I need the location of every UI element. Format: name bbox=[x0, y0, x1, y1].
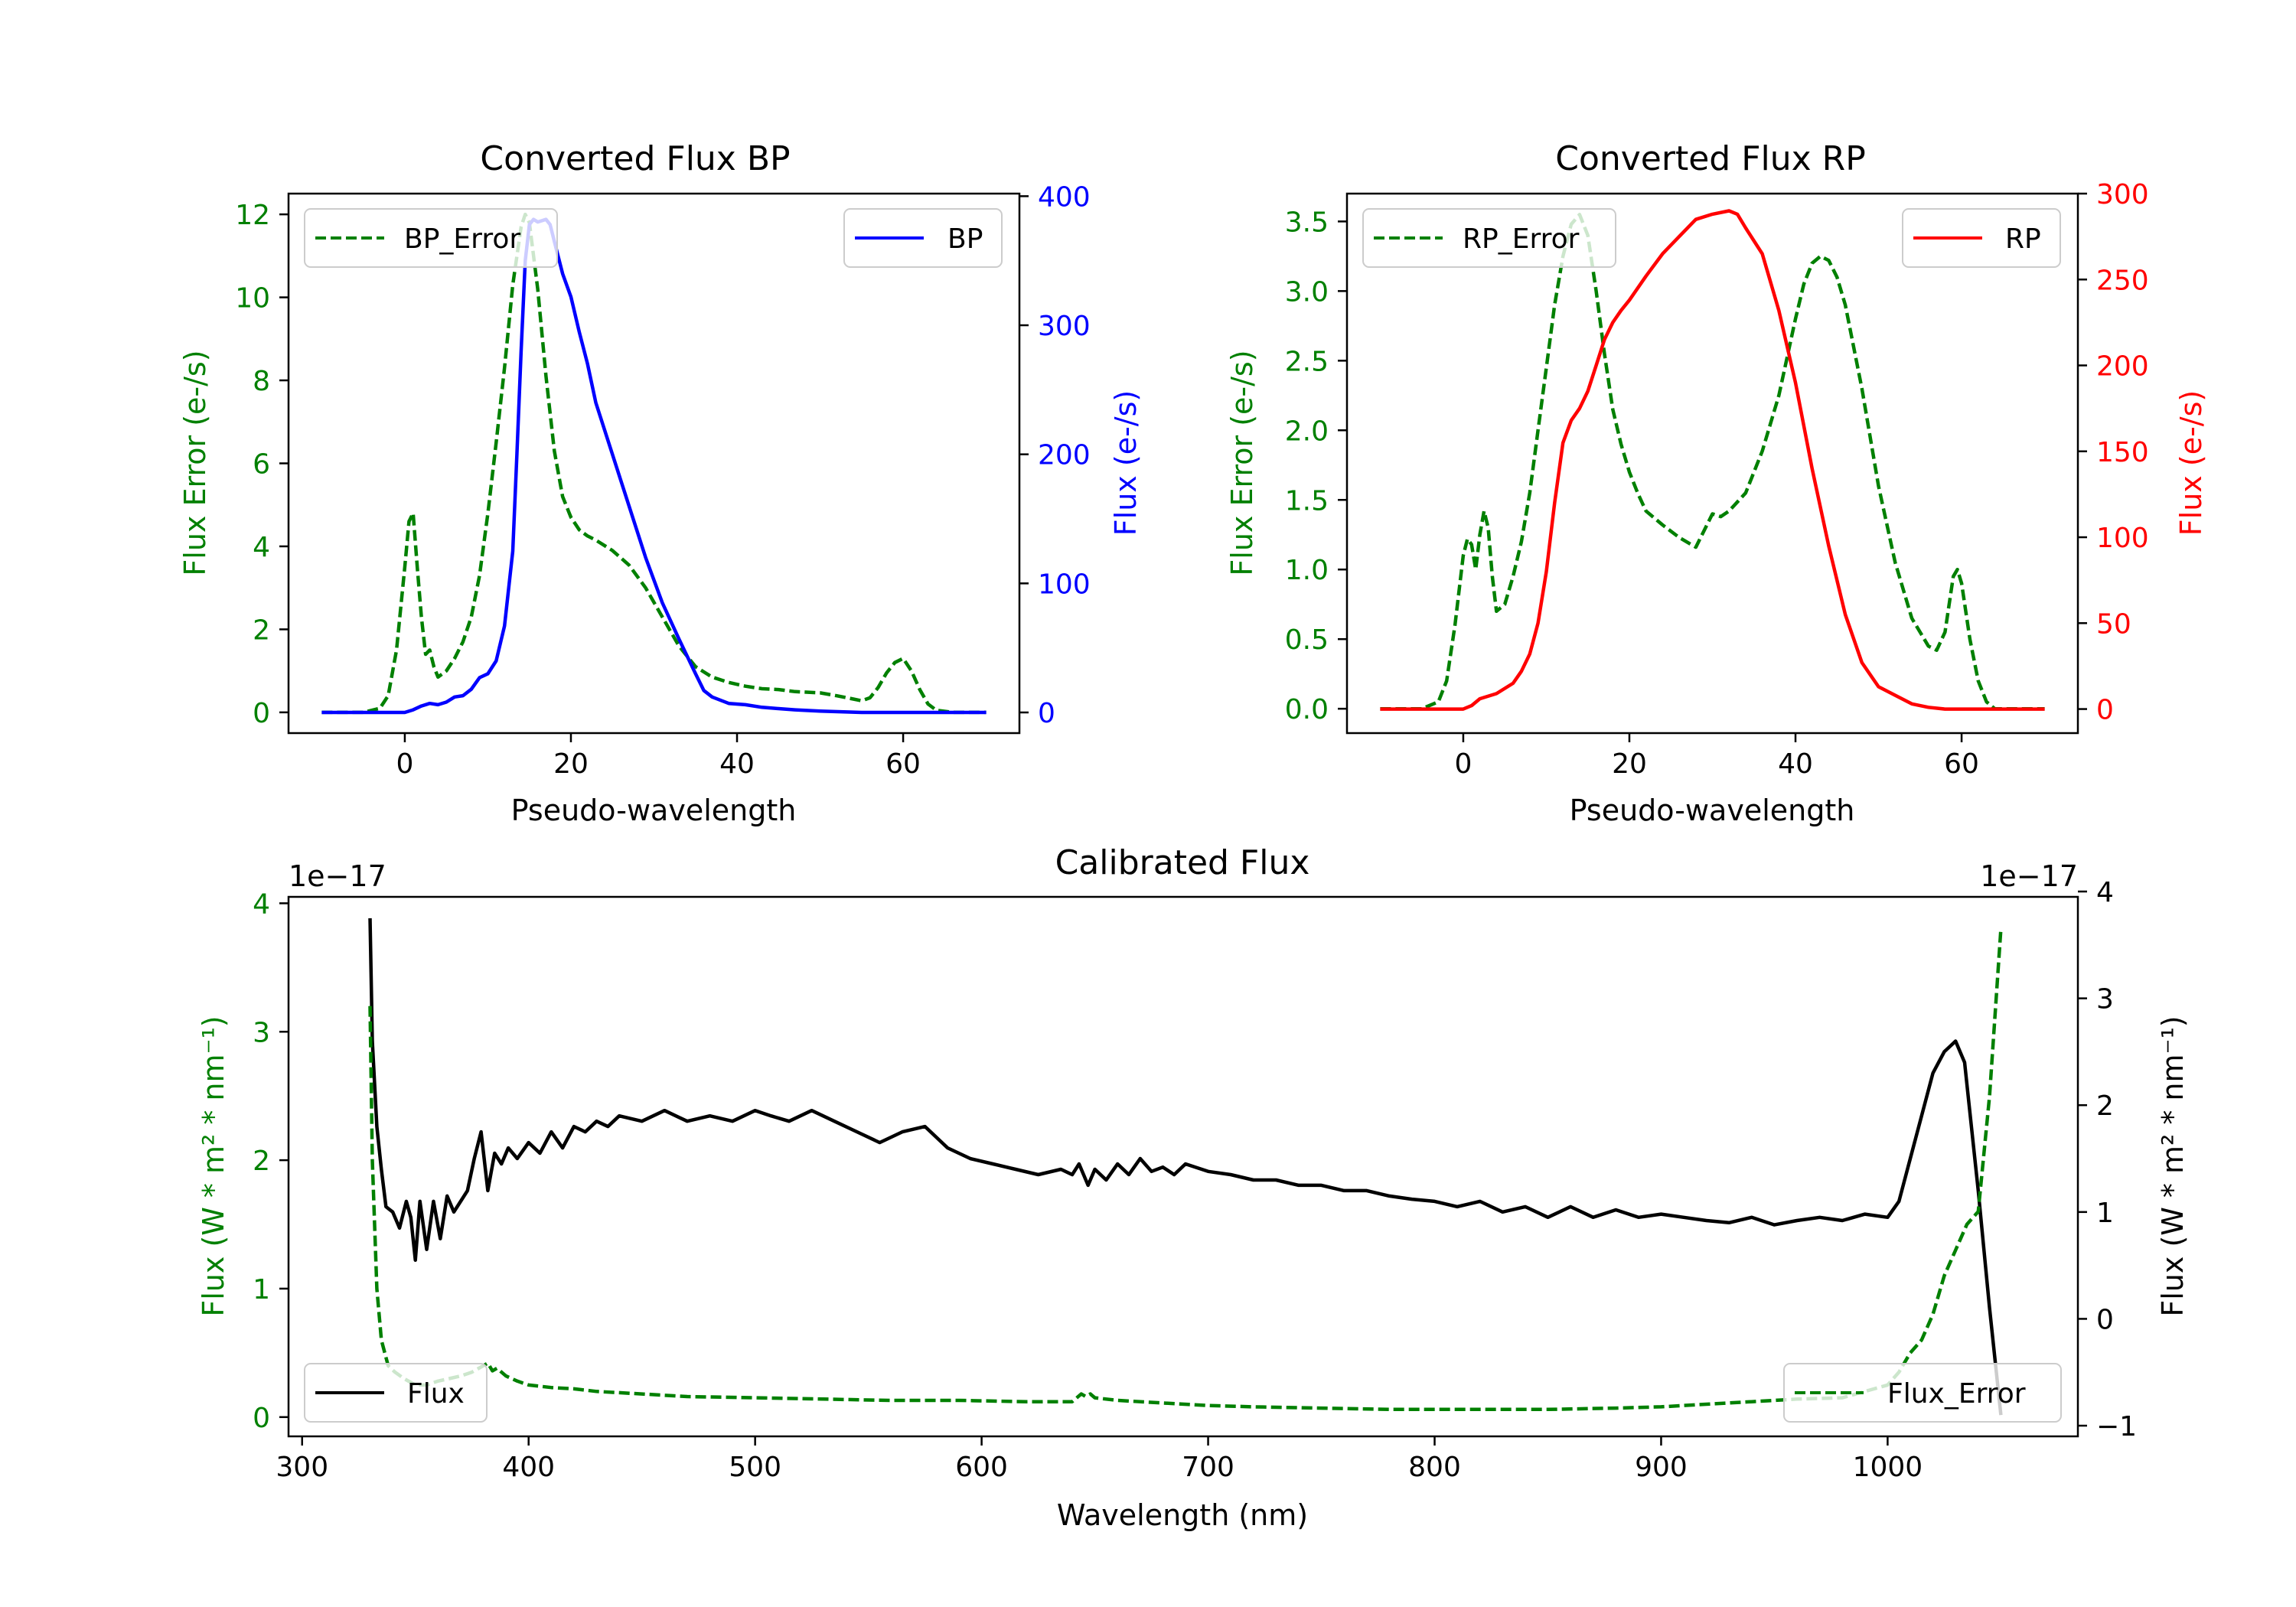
calibrated-ytick-left-label: 0 bbox=[253, 1403, 270, 1434]
rp-title: Converted Flux RP bbox=[1555, 139, 1866, 178]
panel-rp: Converted Flux RP 0 20 40 60 0.0 0.5 1.0 1.5 2.0… bbox=[1225, 139, 2208, 827]
bp-ytick-left-label: 0 bbox=[253, 698, 270, 729]
bp-axes-frame bbox=[287, 192, 1021, 735]
rp-xtick-label: 60 bbox=[1944, 748, 1979, 780]
rp-ytick-right-label: 150 bbox=[2096, 437, 2149, 468]
bp-ytick-right-label: 400 bbox=[1038, 181, 1091, 213]
bp-xtick-label: 40 bbox=[719, 748, 755, 780]
bp-title: Converted Flux BP bbox=[480, 139, 790, 178]
bp-legend-flux: BP bbox=[843, 208, 1003, 268]
bp-ytick-left-label: 2 bbox=[253, 614, 270, 646]
rp-ytick-right-label: 200 bbox=[2096, 351, 2149, 383]
rp-legend-error: RP_Error bbox=[1362, 208, 1616, 268]
rp-xtick-label: 0 bbox=[1454, 748, 1472, 780]
bp-ytick-right-label: 200 bbox=[1038, 440, 1091, 471]
rp-series-rp-line bbox=[1380, 209, 2045, 711]
cal-ylabel-right: Flux (W * m² * nm⁻¹) bbox=[2156, 1015, 2190, 1316]
bp-ytick-left-label: 4 bbox=[253, 532, 270, 563]
rp-ytick-right-label: 100 bbox=[2096, 523, 2149, 554]
calibrated-xtick-label: 900 bbox=[1635, 1452, 1688, 1483]
calibrated-xtick-label: 500 bbox=[729, 1452, 781, 1483]
cal-legend-error: Flux_Error bbox=[1783, 1363, 2062, 1423]
cal-xlabel: Wavelength (nm) bbox=[1057, 1498, 1308, 1532]
calibrated-xtick-label: 700 bbox=[1182, 1452, 1234, 1483]
rp-xlabel: Pseudo-wavelength bbox=[1570, 794, 1855, 827]
calibrated-ytick-right-label: 1 bbox=[2096, 1198, 2114, 1229]
cal-offset-right: 1e−17 bbox=[1980, 859, 2078, 893]
rp-ytick-left-label: 0.0 bbox=[1285, 694, 1329, 725]
rp-legend-error-box bbox=[1362, 208, 1616, 268]
calibrated-xtick-label: 300 bbox=[276, 1452, 328, 1483]
cal-legend-flux-box bbox=[304, 1363, 488, 1423]
rp-legend-flux: RP bbox=[1902, 208, 2061, 268]
bp-legend-flux-label: BP bbox=[947, 223, 983, 255]
cal-legend-flux-label: Flux bbox=[407, 1378, 465, 1410]
bp-ytick-right-label: 300 bbox=[1038, 311, 1091, 342]
calibrated-ytick-left-label: 1 bbox=[253, 1274, 270, 1305]
rp-ytick-left-label: 2.0 bbox=[1285, 416, 1329, 447]
rp-ytick-right-label: 50 bbox=[2096, 608, 2131, 640]
rp-ytick-right-label: 300 bbox=[2096, 179, 2149, 210]
rp-ylabel-right: Flux (e-/s) bbox=[2174, 390, 2208, 536]
cal-ylabel-left: Flux (W * m² * nm⁻¹) bbox=[197, 1015, 230, 1316]
calibrated-ytick-right-label: 3 bbox=[2096, 984, 2114, 1015]
rp-legend-error-label: RP_Error bbox=[1463, 223, 1580, 255]
calibrated-ytick-right-label: 4 bbox=[2096, 877, 2114, 908]
rp-ytick-left-label: 3.0 bbox=[1285, 276, 1329, 308]
calibrated-ytick-left-label: 4 bbox=[253, 888, 270, 920]
rp-ytick-left-label: 1.0 bbox=[1285, 555, 1329, 586]
rp-ytick-left-label: 0.5 bbox=[1285, 624, 1329, 656]
rp-axes-frame bbox=[1345, 192, 2079, 735]
rp-xtick-label: 20 bbox=[1612, 748, 1647, 780]
rp-legend-flux-label: RP bbox=[2005, 223, 2041, 255]
calibrated-xtick-label: 1000 bbox=[1853, 1452, 1923, 1483]
rp-ytick-left-label: 2.5 bbox=[1285, 346, 1329, 377]
calibrated-xtick-label: 400 bbox=[502, 1452, 555, 1483]
bp-xtick-label: 60 bbox=[885, 748, 921, 780]
calibrated-series-flux-error-line bbox=[368, 928, 2003, 1412]
bp-xtick-label: 20 bbox=[553, 748, 589, 780]
bp-ylabel-right: Flux (e-/s) bbox=[1109, 390, 1143, 536]
bp-ytick-right-label: 100 bbox=[1038, 569, 1091, 600]
rp-ytick-right-label: 0 bbox=[2096, 695, 2114, 726]
bp-ytick-left-label: 8 bbox=[253, 366, 270, 397]
cal-legend-flux: Flux bbox=[304, 1363, 488, 1423]
rp-ytick-right-label: 250 bbox=[2096, 265, 2149, 296]
rp-series-rp-error-line bbox=[1380, 213, 2045, 711]
calibrated-ytick-left-label: 3 bbox=[253, 1017, 270, 1048]
bp-xlabel: Pseudo-wavelength bbox=[511, 794, 797, 827]
calibrated-xtick-label: 600 bbox=[955, 1452, 1008, 1483]
rp-xtick-label: 40 bbox=[1778, 748, 1813, 780]
cal-legend-error-box bbox=[1783, 1363, 2062, 1423]
bp-ytick-left-label: 12 bbox=[235, 200, 270, 231]
bp-series-bp-error-line bbox=[321, 212, 987, 715]
cal-title: Calibrated Flux bbox=[1055, 843, 1310, 882]
bp-ytick-left-label: 6 bbox=[253, 449, 270, 481]
calibrated-ytick-right-label: 2 bbox=[2096, 1090, 2114, 1122]
cal-offset-left: 1e−17 bbox=[289, 859, 386, 893]
bp-ytick-right-label: 0 bbox=[1038, 698, 1055, 729]
calibrated-ytick-right-label: −1 bbox=[2096, 1411, 2137, 1442]
bp-series-bp-line bbox=[321, 217, 987, 715]
calibrated-series-flux-line bbox=[368, 918, 2003, 1416]
rp-ytick-left-label: 1.5 bbox=[1285, 485, 1329, 517]
panel-calibrated: Calibrated Flux 1e−17 1e−17 300 400 500 600… bbox=[197, 843, 2190, 1532]
panel-bp: Converted Flux BP 0 20 40 60 0 2 4 6 8 10 12 0 100 20… bbox=[178, 139, 1143, 827]
cal-axes-frame bbox=[287, 895, 2079, 1438]
calibrated-xtick-label: 800 bbox=[1408, 1452, 1461, 1483]
cal-legend-error-label: Flux_Error bbox=[1887, 1378, 2026, 1410]
bp-xtick-label: 0 bbox=[396, 748, 413, 780]
bp-legend-error: BP_Error bbox=[304, 208, 558, 268]
bp-ytick-left-label: 10 bbox=[235, 283, 270, 315]
calibrated-ytick-right-label: 0 bbox=[2096, 1304, 2114, 1335]
bp-legend-error-box bbox=[304, 208, 558, 268]
rp-ylabel-left: Flux Error (e-/s) bbox=[1225, 350, 1259, 575]
calibrated-ytick-left-label: 2 bbox=[253, 1146, 270, 1177]
bp-ylabel-left: Flux Error (e-/s) bbox=[178, 350, 212, 575]
rp-ytick-left-label: 3.5 bbox=[1285, 207, 1329, 238]
bp-legend-error-label: BP_Error bbox=[404, 223, 520, 255]
